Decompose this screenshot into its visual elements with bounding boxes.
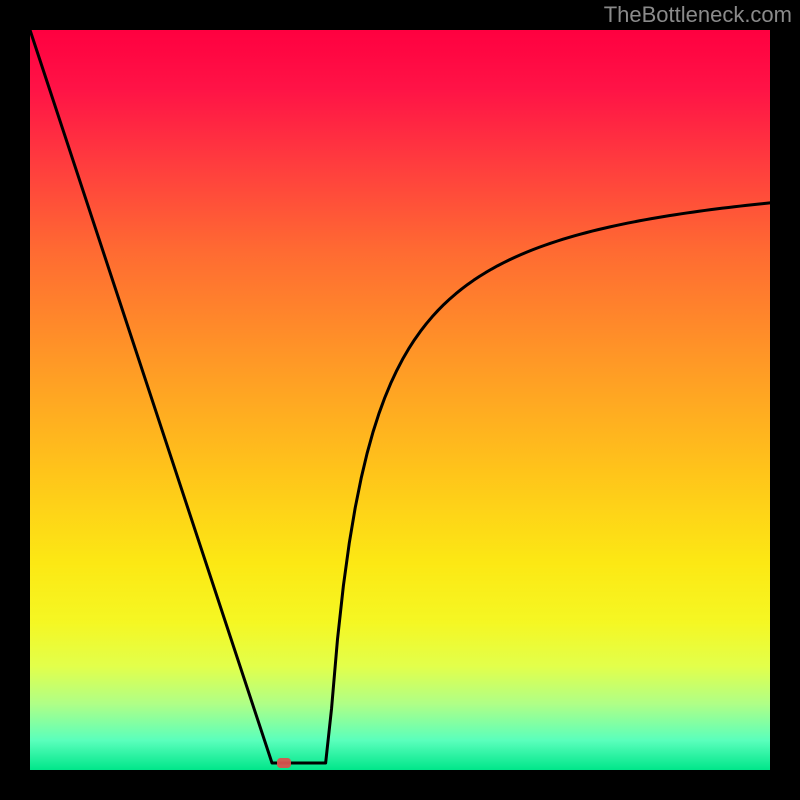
plot-background — [30, 30, 770, 770]
chart-svg — [0, 0, 800, 800]
watermark-text: TheBottleneck.com — [604, 2, 792, 28]
optimum-marker — [277, 758, 291, 768]
chart-container — [0, 0, 800, 800]
